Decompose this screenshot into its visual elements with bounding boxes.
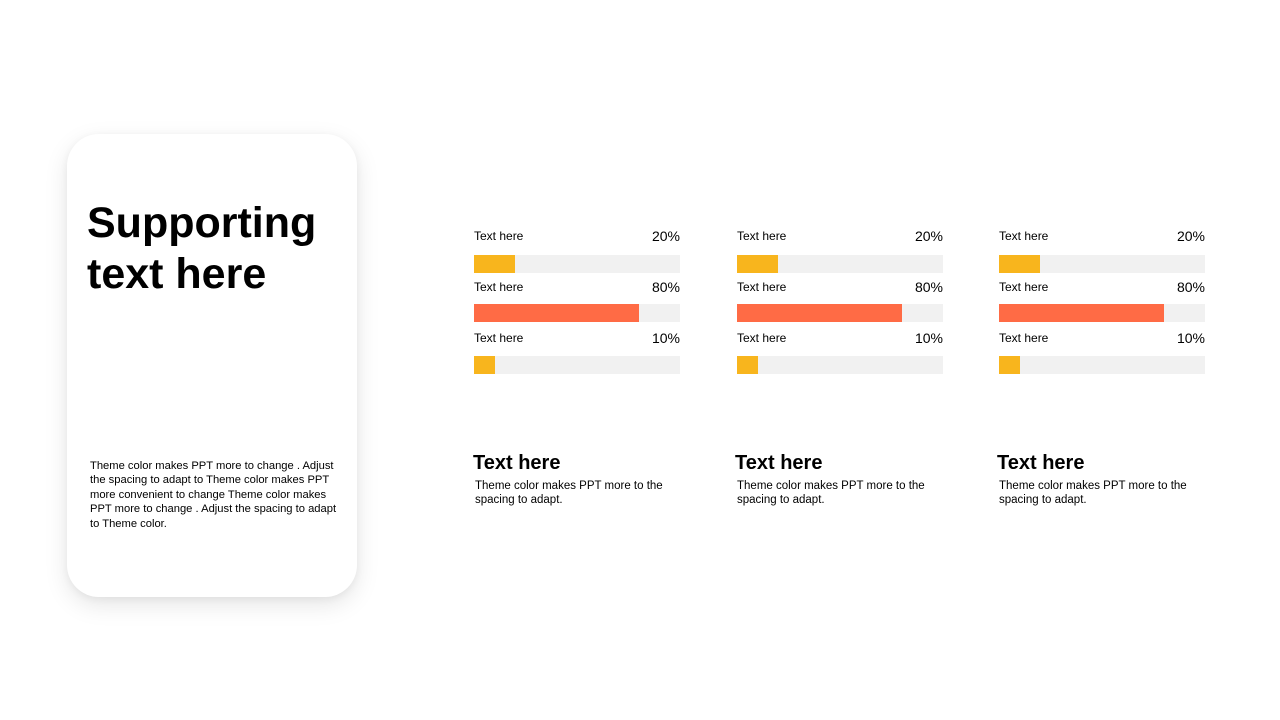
progress-label: Text here (474, 229, 524, 243)
progress-item: Text here 10% (999, 330, 1205, 381)
progress-label: Text here (737, 229, 787, 243)
progress-track (474, 304, 680, 322)
progress-item: Text here 20% (474, 228, 680, 279)
progress-label: Text here (999, 331, 1049, 345)
progress-track (999, 304, 1205, 322)
progress-label: Text here (999, 280, 1049, 294)
progress-fill (737, 255, 779, 273)
progress-fill (999, 304, 1164, 322)
progress-fill (999, 255, 1041, 273)
progress-value: 80% (1176, 279, 1205, 295)
caption-1: Text here Theme color makes PPT more to … (473, 451, 693, 507)
progress-value: 20% (1176, 228, 1205, 244)
progress-label: Text here (999, 229, 1049, 243)
progress-fill (737, 304, 902, 322)
progress-fill (737, 356, 758, 374)
progress-label: Text here (737, 331, 787, 345)
progress-track (474, 255, 680, 273)
progress-value: 10% (914, 330, 943, 346)
progress-track (737, 356, 943, 374)
progress-value: 80% (914, 279, 943, 295)
supporting-card: Supporting text here Theme color makes P… (67, 134, 357, 597)
progress-track (737, 304, 943, 322)
progress-fill (474, 304, 639, 322)
progress-item: Text here 80% (737, 279, 943, 330)
progress-track (737, 255, 943, 273)
progress-value: 20% (914, 228, 943, 244)
progress-item: Text here 20% (999, 228, 1205, 279)
progress-label: Text here (474, 280, 524, 294)
progress-fill (999, 356, 1020, 374)
caption-2: Text here Theme color makes PPT more to … (735, 451, 955, 507)
caption-body: Theme color makes PPT more to the spacin… (475, 480, 663, 506)
progress-track (999, 255, 1205, 273)
progress-track (474, 356, 680, 374)
progress-value: 80% (651, 279, 680, 295)
caption-title: Text here (473, 452, 561, 474)
progress-item: Text here 80% (999, 279, 1205, 330)
progress-fill (474, 356, 495, 374)
caption-title: Text here (997, 452, 1085, 474)
progress-item: Text here 10% (737, 330, 943, 381)
progress-fill (474, 255, 516, 273)
progress-item: Text here 10% (474, 330, 680, 381)
progress-value: 10% (651, 330, 680, 346)
caption-3: Text here Theme color makes PPT more to … (997, 451, 1217, 507)
caption-title: Text here (735, 452, 823, 474)
caption-body: Theme color makes PPT more to the spacin… (737, 480, 925, 506)
progress-group-3: Text here 20% Text here 80% Text here 10… (999, 228, 1205, 381)
caption-body: Theme color makes PPT more to the spacin… (999, 480, 1187, 506)
progress-value: 10% (1176, 330, 1205, 346)
progress-label: Text here (474, 331, 524, 345)
progress-item: Text here 20% (737, 228, 943, 279)
progress-value: 20% (651, 228, 680, 244)
card-body-text: Theme color makes PPT more to change . A… (90, 460, 337, 530)
progress-label: Text here (737, 280, 787, 294)
progress-group-2: Text here 20% Text here 80% Text here 10… (737, 228, 943, 381)
progress-track (999, 356, 1205, 374)
progress-group-1: Text here 20% Text here 80% Text here 10… (474, 228, 680, 381)
progress-item: Text here 80% (474, 279, 680, 330)
card-title: Supporting text here (87, 199, 317, 298)
